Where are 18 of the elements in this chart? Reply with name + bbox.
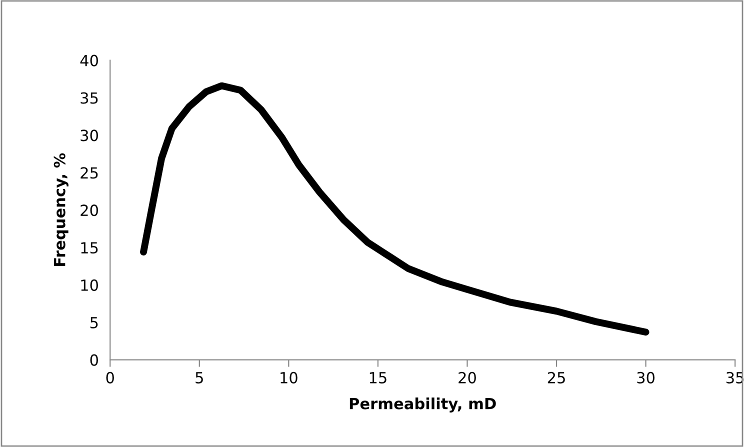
y-tick-label: 40 [80,54,98,66]
y-tick-label: 30 [80,130,98,142]
y-tick-label: 15 [81,242,98,254]
x-tick-label: 20 [458,372,476,384]
x-tick-label: 10 [280,372,298,384]
x-axis-title: Permeability, mD [350,398,496,412]
x-tick-label: 15 [370,372,386,384]
x-tick-label: 0 [106,372,114,384]
x-tick-label: 5 [196,372,203,384]
x-tick-label: 30 [637,372,654,384]
y-tick-label: 25 [80,167,98,179]
y-tick-label: 35 [80,92,98,104]
y-tick-label: 0 [90,354,98,366]
y-axis-title: Frequency, % [54,153,68,266]
y-tick-label: 10 [81,279,98,291]
x-tick-label: 25 [548,372,565,384]
y-tick-label: 20 [80,204,98,216]
y-tick-label: 5 [90,317,98,328]
